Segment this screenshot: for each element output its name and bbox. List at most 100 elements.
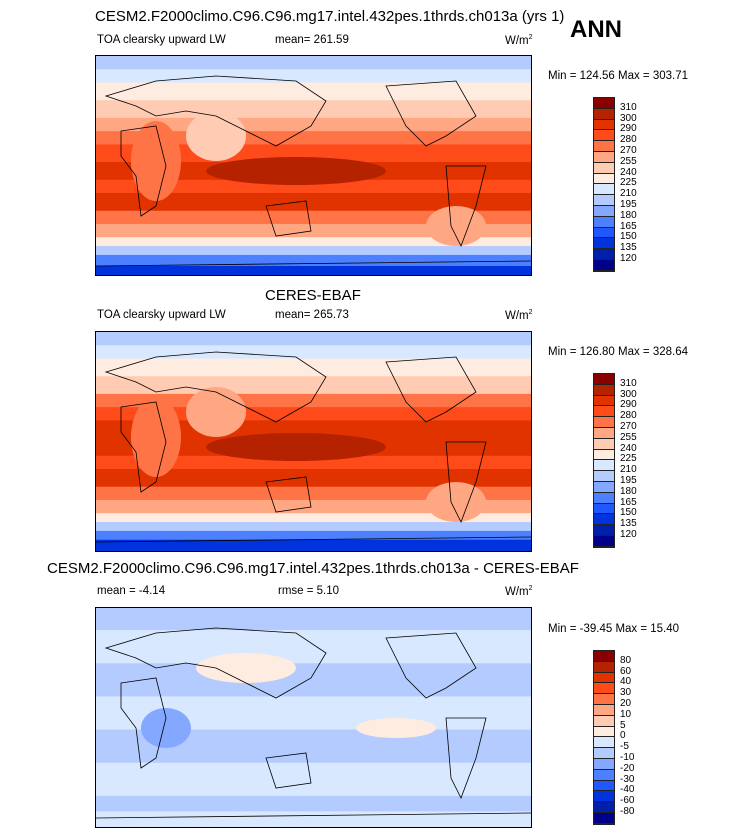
colorbar-label: 210: [620, 464, 637, 476]
colorbar-label: -60: [620, 795, 635, 807]
coastline: [104, 627, 327, 699]
coastline: [265, 752, 312, 789]
coastline: [120, 677, 167, 769]
colorbar-box: [594, 651, 614, 662]
contour-band: [96, 762, 531, 797]
colorbar-box: [594, 249, 614, 260]
coastline: [445, 165, 487, 247]
coastline: [445, 717, 487, 799]
colorbar-box: [594, 427, 614, 439]
panel3-colorbar: [593, 650, 615, 825]
panel1-mean: mean= 261.59: [275, 34, 349, 46]
colorbar-box: [594, 227, 614, 239]
colorbar-label: 135: [620, 242, 637, 254]
colorbar-box: [594, 748, 614, 759]
coastline: [104, 75, 327, 147]
colorbar-label: 270: [620, 145, 637, 156]
colorbar-box: [594, 704, 614, 716]
contour-blob: [186, 111, 246, 161]
colorbar-label: 165: [620, 220, 637, 232]
contour-band: [96, 56, 531, 71]
contour-band: [96, 795, 531, 813]
contour-band: [96, 530, 531, 541]
colorbar-box: [594, 514, 614, 526]
panel3-units: W/m2: [505, 585, 533, 598]
contour-band: [96, 499, 531, 515]
colorbar-box: [594, 195, 614, 206]
colorbar-box: [594, 151, 614, 163]
map-field: [96, 332, 531, 551]
colorbar-label: 280: [620, 410, 637, 422]
colorbar-box: [594, 812, 614, 824]
colorbar-label: 240: [620, 166, 637, 178]
contour-band: [96, 179, 531, 195]
colorbar-box: [594, 184, 614, 196]
coastline: [104, 351, 327, 423]
coastline: [385, 356, 477, 423]
contour-band: [96, 358, 531, 378]
colorbar-label: 310: [620, 377, 637, 389]
colorbar-box: [594, 417, 614, 428]
contour-band: [96, 811, 531, 827]
panel3-map: [95, 607, 532, 828]
colorbar-label: 80: [620, 654, 632, 666]
colorbar-label: 120: [620, 529, 637, 540]
colorbar-box: [594, 758, 614, 770]
coastline: [96, 536, 531, 543]
colorbar-box: [594, 737, 614, 749]
contour-blob: [206, 433, 386, 461]
season-label: ANN: [570, 16, 622, 43]
panel3-minmax: Min = -39.45 Max = 15.40: [548, 623, 680, 635]
contour-blob: [356, 718, 436, 738]
colorbar-label: 60: [620, 665, 632, 677]
colorbar-label: -80: [620, 806, 635, 817]
colorbar-label: 120: [620, 253, 637, 264]
contour-blob: [186, 387, 246, 437]
colorbar-box: [594, 205, 614, 217]
contour-band: [96, 608, 531, 632]
contour-band: [96, 246, 531, 256]
panel3-title: CESM2.F2000climo.C96.C96.mg17.intel.432p…: [47, 560, 579, 577]
colorbar-label: 0: [620, 730, 626, 742]
contour-band: [96, 513, 531, 524]
colorbar-box: [594, 672, 614, 684]
colorbar-box: [594, 384, 614, 396]
contour-band: [96, 630, 531, 665]
colorbar-box: [594, 141, 614, 152]
contour-blob: [196, 653, 296, 683]
coastline: [445, 441, 487, 523]
map-field: [96, 608, 531, 827]
contour-band: [96, 223, 531, 239]
colorbar-label: 195: [620, 199, 637, 210]
colorbar-label: 255: [620, 155, 637, 167]
colorbar-box: [594, 108, 614, 120]
colorbar-label: 180: [620, 485, 637, 497]
colorbar-box: [594, 780, 614, 792]
colorbar-box: [594, 119, 614, 131]
colorbar-box: [594, 661, 614, 673]
colorbar-box: [594, 162, 614, 174]
colorbar-label: -30: [620, 773, 635, 785]
panel2-variable: TOA clearsky upward LW: [97, 309, 226, 321]
contour-band: [96, 332, 531, 347]
colorbar-box: [594, 173, 614, 185]
colorbar-box: [594, 374, 614, 385]
colorbar-box: [594, 438, 614, 450]
colorbar-box: [594, 395, 614, 407]
colorbar-label: 150: [620, 507, 637, 519]
coastline: [265, 200, 312, 237]
colorbar-label: -20: [620, 762, 635, 774]
coastline: [385, 632, 477, 699]
contour-band: [96, 663, 531, 698]
contour-band: [96, 193, 531, 212]
colorbar-box: [594, 525, 614, 536]
contour-band: [96, 100, 531, 119]
colorbar-label: 290: [620, 399, 637, 411]
coastline: [265, 476, 312, 513]
panel2-minmax: Min = 126.80 Max = 328.64: [548, 346, 689, 358]
contour-blob: [131, 121, 181, 201]
colorbar-label: 300: [620, 388, 637, 400]
colorbar-box: [594, 726, 614, 738]
panel3-mean: mean = -4.14: [97, 585, 166, 597]
colorbar-label: 310: [620, 101, 637, 113]
